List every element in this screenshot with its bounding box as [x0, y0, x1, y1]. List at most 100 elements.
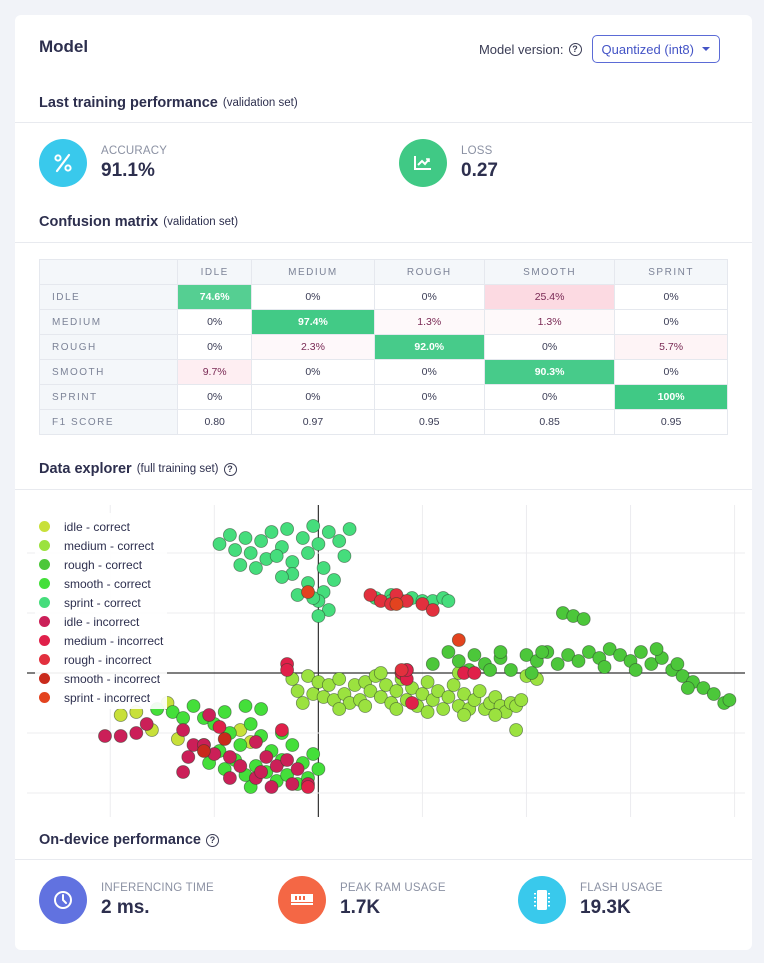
data-point	[576, 612, 591, 626]
data-point	[488, 708, 503, 722]
confusion-header-row: IDLE MEDIUM ROUGH SMOOTH SPRINT	[39, 259, 728, 285]
legend-label: idle - incorrect	[64, 614, 140, 629]
confusion-cell-correct: 100%	[614, 384, 728, 410]
data-point	[457, 708, 471, 722]
data-point	[363, 588, 378, 602]
help-icon[interactable]: ?	[205, 833, 219, 847]
data-point	[311, 537, 326, 551]
legend-item[interactable]: sprint - correct	[39, 593, 163, 612]
metric-label: LOSS	[461, 144, 493, 157]
legend-item[interactable]: sprint - incorrect	[39, 688, 163, 707]
confusion-cell: 0%	[176, 334, 253, 360]
data-point	[254, 765, 269, 779]
data-point	[295, 696, 310, 710]
data-point	[98, 729, 112, 743]
data-point	[280, 663, 295, 677]
data-point	[327, 573, 341, 587]
data-point	[274, 723, 289, 737]
data-point	[222, 771, 237, 785]
row-header: MEDIUM	[39, 309, 178, 335]
training-heading: Last training performance (validation se…	[39, 95, 298, 111]
legend-label: medium - correct	[64, 538, 155, 553]
data-point	[202, 708, 217, 722]
device-title: On-device performance	[39, 832, 201, 848]
column-header: SPRINT	[614, 259, 728, 285]
data-point	[165, 705, 180, 719]
data-point	[373, 690, 388, 704]
data-point	[238, 531, 253, 545]
metric-label: FLASH USAGE	[580, 881, 663, 894]
data-point	[337, 549, 352, 563]
data-point	[441, 645, 456, 659]
data-point	[373, 666, 388, 680]
data-point	[415, 597, 430, 611]
data-point	[644, 657, 659, 671]
row-header: SMOOTH	[39, 359, 178, 385]
data-point	[493, 645, 508, 659]
ram-icon	[278, 876, 326, 924]
data-point	[113, 708, 128, 722]
legend-label: medium - incorrect	[64, 633, 164, 648]
training-title: Last training performance	[39, 95, 218, 111]
chart-legend: idle - correct medium - correct rough - co…	[35, 513, 168, 709]
data-point	[358, 699, 373, 713]
confusion-cell: 0%	[251, 284, 375, 310]
model-version-select[interactable]: Quantized (int8)	[591, 35, 720, 63]
data-point	[113, 729, 128, 743]
data-point	[342, 522, 357, 536]
data-point	[415, 687, 430, 701]
legend-item[interactable]: smooth - incorrect	[39, 669, 163, 688]
data-point	[139, 717, 154, 731]
legend-item[interactable]: idle - incorrect	[39, 612, 163, 631]
confusion-cell-correct: 97.4%	[251, 309, 375, 335]
data-point	[316, 561, 331, 575]
legend-item[interactable]: rough - correct	[39, 555, 163, 574]
data-point	[238, 699, 253, 713]
legend-dot	[39, 616, 50, 627]
explorer-title: Data explorer	[39, 461, 132, 477]
help-icon[interactable]: ?	[568, 42, 582, 56]
data-point	[597, 660, 612, 674]
row-header: SPRINT	[39, 384, 178, 410]
data-point	[405, 696, 419, 710]
data-point	[394, 663, 409, 677]
legend-dot	[39, 635, 50, 646]
data-point	[181, 750, 196, 764]
data-point	[176, 723, 191, 737]
data-point	[212, 720, 227, 734]
data-point	[571, 654, 586, 668]
confusion-cell: 1.3%	[373, 309, 486, 335]
data-explorer-chart[interactable]: idle - correct medium - correct rough - co…	[15, 505, 752, 825]
data-point	[425, 657, 440, 671]
legend-item[interactable]: medium - incorrect	[39, 631, 163, 650]
data-point	[269, 549, 284, 563]
legend-item[interactable]: rough - incorrect	[39, 650, 163, 669]
legend-item[interactable]: smooth - correct	[39, 574, 163, 593]
confusion-cell: 25.4%	[483, 284, 616, 310]
data-point	[675, 669, 690, 683]
legend-item[interactable]: idle - correct	[39, 517, 163, 536]
data-point	[248, 735, 263, 749]
data-point	[379, 678, 393, 692]
f1-score-cell: 0.85	[483, 409, 616, 435]
data-point	[196, 744, 211, 758]
row-header: F1 SCORE	[39, 409, 178, 435]
row-header: ROUGH	[39, 334, 178, 360]
metric-peak-ram: PEAK RAM USAGE 1.7K	[278, 876, 446, 924]
explorer-subtitle: (full training set)	[136, 463, 219, 475]
metric-value: 0.27	[461, 159, 498, 181]
model-version: Model version: ? Quantized (int8)	[479, 35, 720, 63]
data-point	[509, 723, 524, 737]
line-chart-icon	[399, 139, 447, 187]
data-point	[186, 699, 201, 713]
data-point	[301, 546, 315, 560]
row-header: IDLE	[39, 284, 178, 310]
help-icon[interactable]: ?	[223, 462, 237, 476]
data-point	[628, 663, 643, 677]
data-point	[233, 558, 248, 572]
divider	[15, 242, 752, 243]
data-point	[420, 675, 435, 689]
legend-item[interactable]: medium - correct	[39, 536, 163, 555]
data-point	[311, 609, 326, 623]
data-point	[332, 534, 347, 548]
